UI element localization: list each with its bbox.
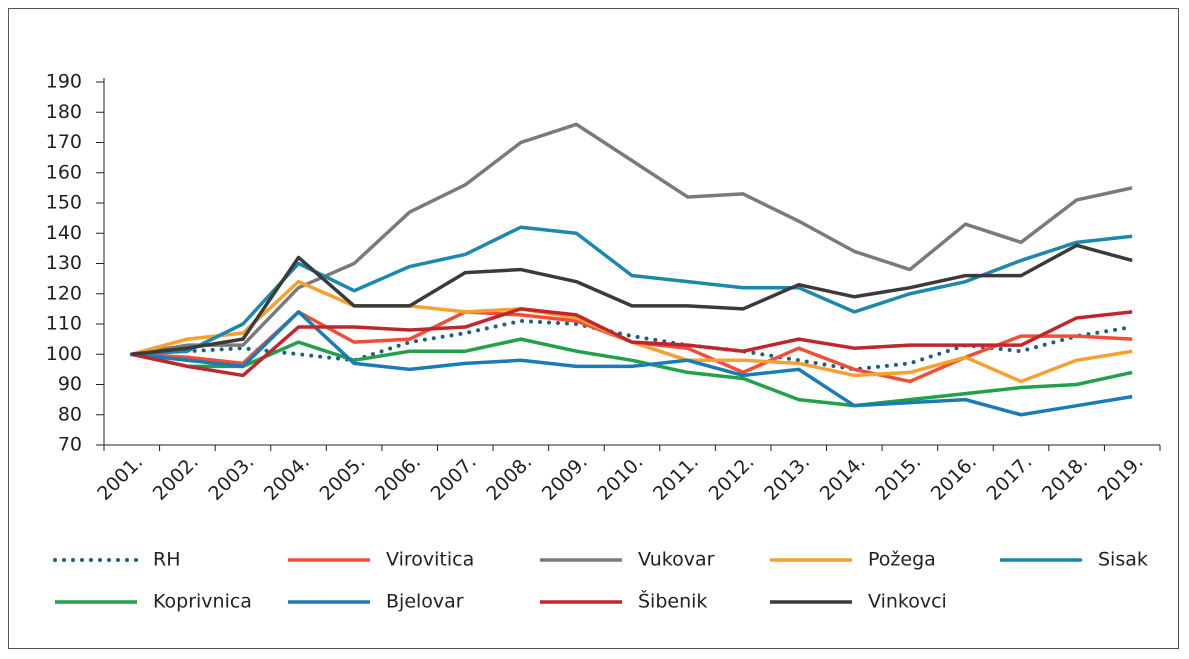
series-line: [131, 243, 1133, 356]
legend-label: Koprivnica: [153, 591, 252, 613]
y-tick-label: 120: [46, 282, 82, 304]
legend-label: Bjelovar: [386, 591, 464, 613]
x-tick-label: 2001.: [93, 451, 147, 505]
y-tick-label: 130: [46, 252, 82, 274]
x-tick-label: 2005.: [316, 451, 370, 505]
x-tick-label: 2015.: [871, 451, 925, 505]
y-tick-label: 190: [46, 71, 82, 93]
chart-frame: [8, 8, 1179, 649]
y-tick-label: 180: [46, 101, 82, 123]
x-tick-label: 2004.: [260, 451, 314, 505]
y-tick-label: 90: [58, 373, 82, 395]
y-tick-label: 110: [46, 313, 82, 335]
series-line: [131, 225, 1133, 356]
legend-label: Požega: [868, 549, 936, 571]
x-tick-label: 2019.: [1094, 451, 1148, 505]
x-tick-label: 2006.: [371, 451, 425, 505]
x-tick-label: 2013.: [760, 451, 814, 505]
series-line: [131, 122, 1133, 356]
x-tick-label: 2017.: [982, 451, 1036, 505]
legend-label: RH: [153, 549, 181, 571]
legend-label: Šibenik: [638, 589, 707, 613]
legend-label: Sisak: [1098, 549, 1148, 571]
legend-label: Vukovar: [638, 549, 715, 571]
legend-label: Virovitica: [386, 549, 474, 571]
y-tick-label: 80: [58, 403, 82, 425]
series-line: [131, 307, 1133, 378]
x-tick-label: 2012.: [705, 451, 759, 505]
series-line: [131, 310, 1133, 417]
y-tick-label: 100: [46, 343, 82, 365]
x-tick-label: 2009.: [538, 451, 592, 505]
y-tick-label: 150: [46, 192, 82, 214]
y-tick-label: 170: [46, 131, 82, 153]
x-tick-label: 2007.: [427, 451, 481, 505]
series-line: [131, 337, 1133, 408]
y-tick-label: 140: [46, 222, 82, 244]
x-tick-label: 2011.: [649, 451, 703, 505]
x-tick-label: 2008.: [482, 451, 536, 505]
x-tick-label: 2003.: [204, 451, 258, 505]
x-tick-label: 2018.: [1038, 451, 1092, 505]
x-tick-label: 2014.: [816, 451, 870, 505]
y-tick-label: 70: [58, 434, 82, 456]
x-tick-label: 2010.: [593, 451, 647, 505]
x-tick-label: 2002.: [149, 451, 203, 505]
y-tick-label: 160: [46, 161, 82, 183]
x-tick-label: 2016.: [927, 451, 981, 505]
legend-label: Vinkovci: [868, 591, 947, 613]
